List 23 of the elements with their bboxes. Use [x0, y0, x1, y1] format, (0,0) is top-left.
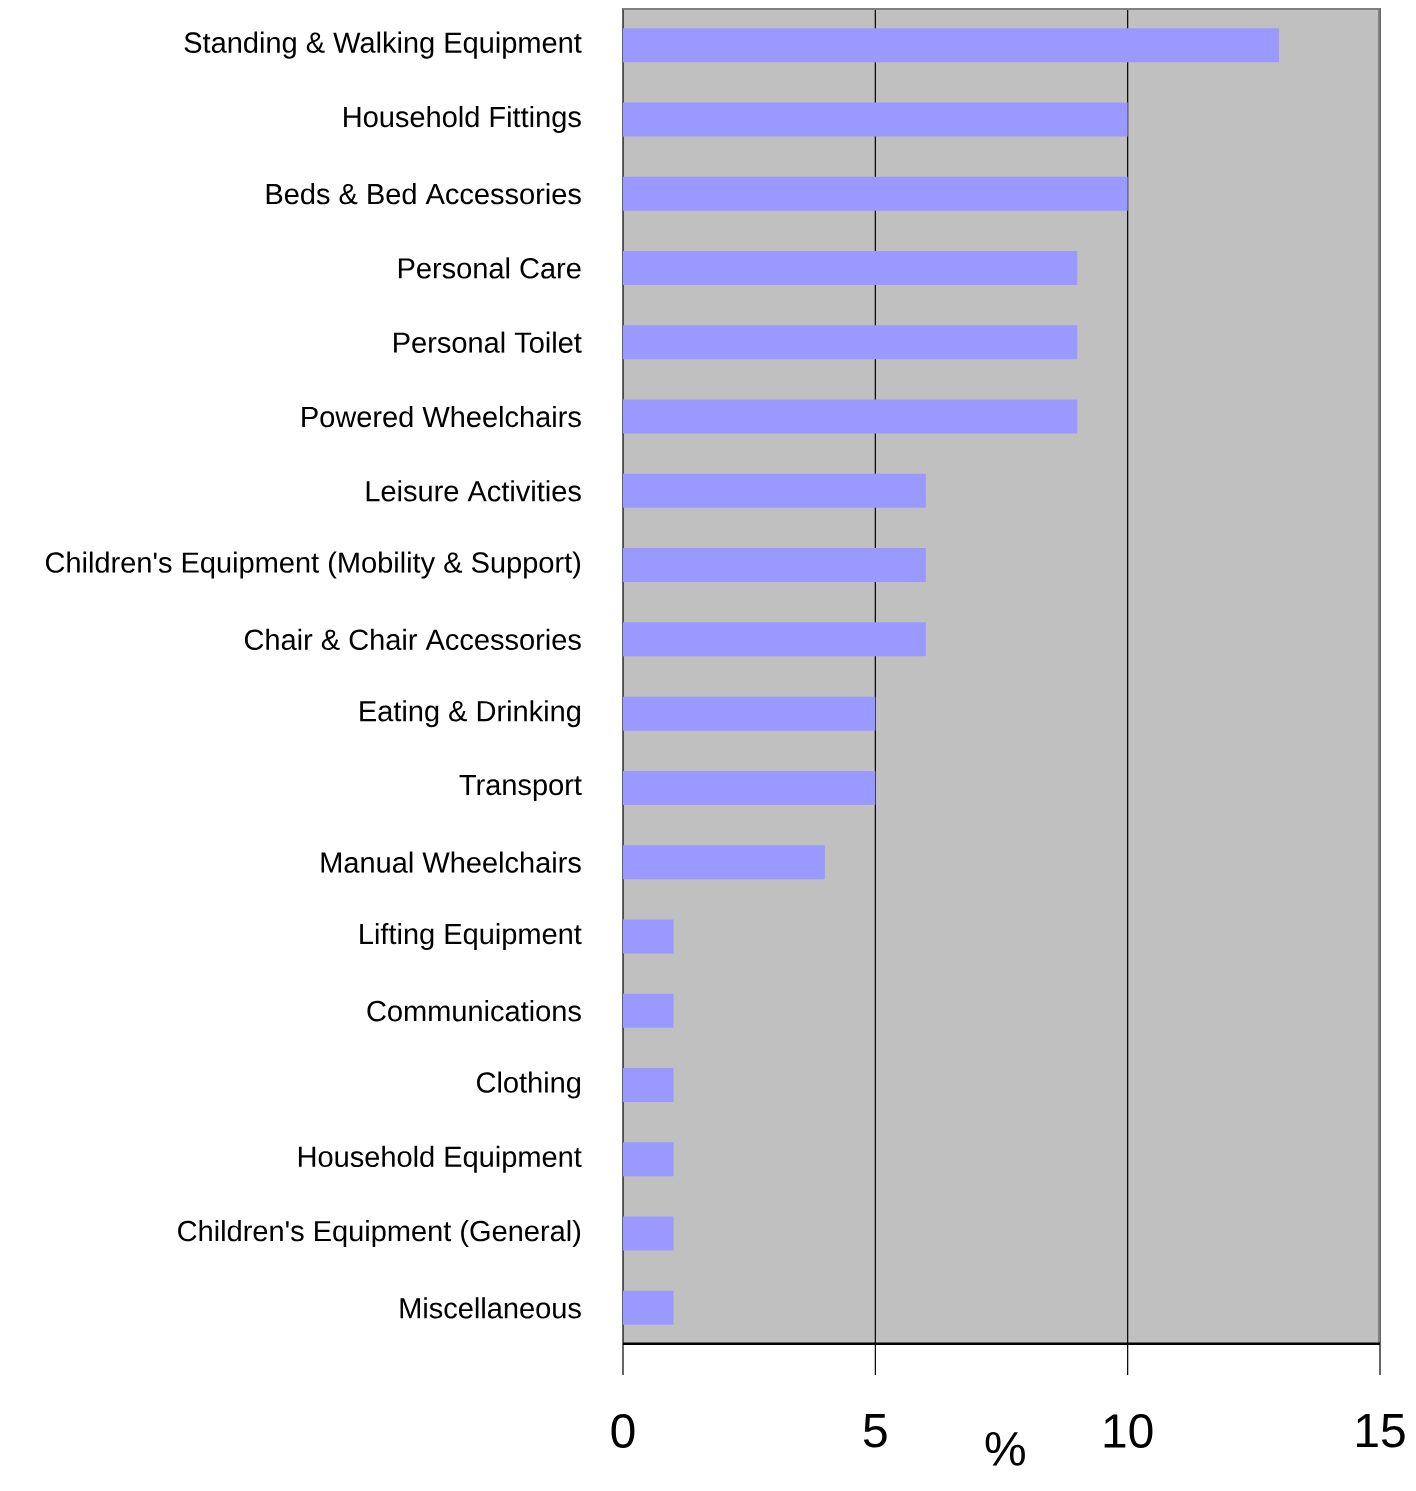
x-tick-label: 0: [611, 1414, 635, 1449]
y-tick-label: Communications: [367, 1000, 581, 1022]
y-tick-label: Personal Toilet: [394, 331, 582, 353]
y-tick-label: Beds & Bed Accessories: [266, 183, 581, 205]
y-tick-label: Powered Wheelchairs: [302, 405, 581, 428]
y-tick-label: Chair & Chair Accessories: [244, 628, 581, 651]
y-tick-label: Household Equipment: [298, 1145, 582, 1173]
x-tick-label: 15: [1356, 1414, 1405, 1448]
y-tick-label: Clothing: [477, 1071, 581, 1099]
x-axis-title: %: [985, 1432, 1025, 1466]
y-tick-label: Household Fittings: [344, 105, 581, 133]
y-tick-label: Leisure Activities: [366, 480, 581, 502]
x-tick-label: 10: [1104, 1414, 1153, 1449]
y-tick-label: Eating & Drinking: [360, 700, 581, 728]
y-tick-label: Lifting Equipment: [360, 922, 582, 950]
y-tick-label: Manual Wheelchairs: [321, 851, 581, 873]
y-tick-label: Transport: [459, 774, 582, 801]
y-tick-label: Children's Equipment (Mobility & Support): [45, 551, 581, 579]
y-tick-label: Miscellaneous: [400, 1297, 581, 1319]
x-tick-label: 5: [863, 1414, 887, 1448]
y-tick-label: Standing & Walking Equipment: [184, 31, 582, 59]
y-tick-label: Personal Care: [398, 257, 581, 279]
y-tick-label: Children's Equipment (General): [178, 1220, 581, 1248]
